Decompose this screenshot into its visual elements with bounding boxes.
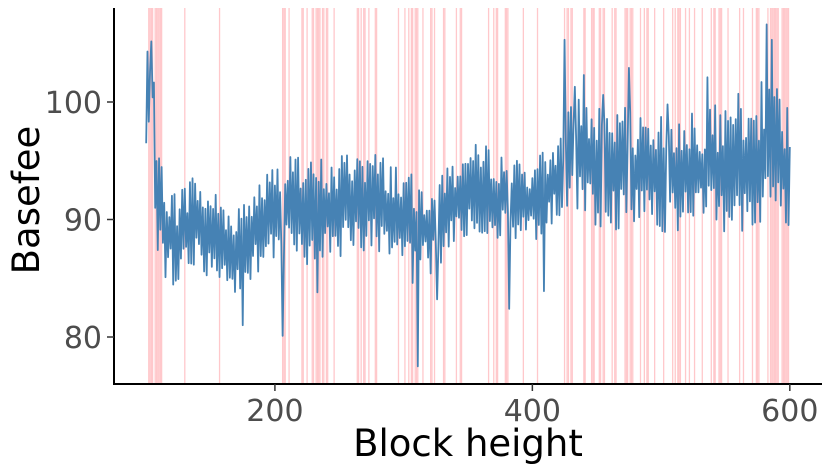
highlight-band	[570, 8, 572, 384]
highlight-band	[713, 8, 715, 384]
highlight-band	[417, 8, 419, 384]
x-tick-label: 400	[504, 394, 561, 429]
highlight-band	[327, 8, 329, 384]
highlight-band	[563, 8, 566, 384]
highlight-band	[430, 8, 432, 384]
y-tick-label: 80	[64, 321, 102, 356]
highlight-band	[415, 8, 418, 384]
highlight-band	[714, 8, 716, 384]
y-axis-title: Basefee	[5, 126, 48, 275]
highlight-band	[727, 8, 729, 384]
highlight-band	[624, 8, 626, 384]
highlight-band	[218, 8, 221, 384]
highlight-band	[755, 8, 757, 384]
highlight-band	[496, 8, 499, 384]
highlight-band	[767, 8, 769, 384]
highlight-band	[719, 8, 721, 384]
highlight-band	[626, 8, 629, 384]
highlight-band	[316, 8, 319, 384]
highlight-band	[590, 8, 593, 384]
highlight-band	[583, 8, 585, 384]
highlight-band	[281, 8, 284, 384]
highlight-band	[593, 8, 595, 384]
highlight-band	[598, 8, 600, 384]
highlight-band	[150, 8, 152, 384]
highlight-band	[611, 8, 613, 384]
highlight-band	[684, 8, 687, 384]
x-tick-layer: 200 400 600	[246, 384, 818, 429]
highlight-band	[693, 8, 696, 384]
basefee-series-line	[145, 23, 791, 368]
highlight-band	[148, 8, 150, 384]
highlight-band	[602, 8, 604, 384]
highlight-band	[776, 8, 778, 384]
highlight-band	[773, 8, 776, 384]
highlight-band	[306, 8, 308, 384]
highlight-band	[404, 8, 406, 384]
highlight-band	[647, 8, 649, 384]
highlight-band	[567, 8, 570, 384]
highlight-band	[151, 8, 154, 384]
highlight-band	[431, 8, 433, 384]
highlight-band	[772, 8, 774, 384]
highlight-band	[414, 8, 416, 384]
highlight-band	[412, 8, 414, 384]
highlight-band	[654, 8, 656, 384]
highlight-band	[571, 8, 573, 384]
x-axis-title: Block height	[353, 422, 583, 465]
y-tick-layer: 80 90 100	[45, 86, 114, 356]
highlight-band	[422, 8, 424, 384]
highlight-band	[771, 8, 773, 384]
highlight-band	[688, 8, 691, 384]
highlight-band	[701, 8, 703, 384]
y-tick-label: 100	[45, 86, 102, 121]
highlight-band	[283, 8, 285, 384]
series-layer	[145, 23, 791, 368]
highlight-band	[646, 8, 648, 384]
highlight-band	[782, 8, 785, 384]
highlight-band	[710, 8, 712, 384]
highlight-band	[629, 8, 631, 384]
x-tick-label: 200	[246, 394, 303, 429]
highlight-band	[433, 8, 436, 384]
highlight-band	[786, 8, 788, 384]
highlight-band	[603, 8, 606, 384]
highlight-band	[149, 8, 151, 384]
highlight-band	[639, 8, 642, 384]
highlight-band	[777, 8, 779, 384]
highlight-band	[781, 8, 783, 384]
highlight-band	[442, 8, 445, 384]
highlight-band	[672, 8, 674, 384]
y-tick-label: 90	[64, 204, 102, 239]
highlight-band	[592, 8, 594, 384]
highlight-band	[301, 8, 303, 384]
x-tick-label: 600	[761, 394, 818, 429]
